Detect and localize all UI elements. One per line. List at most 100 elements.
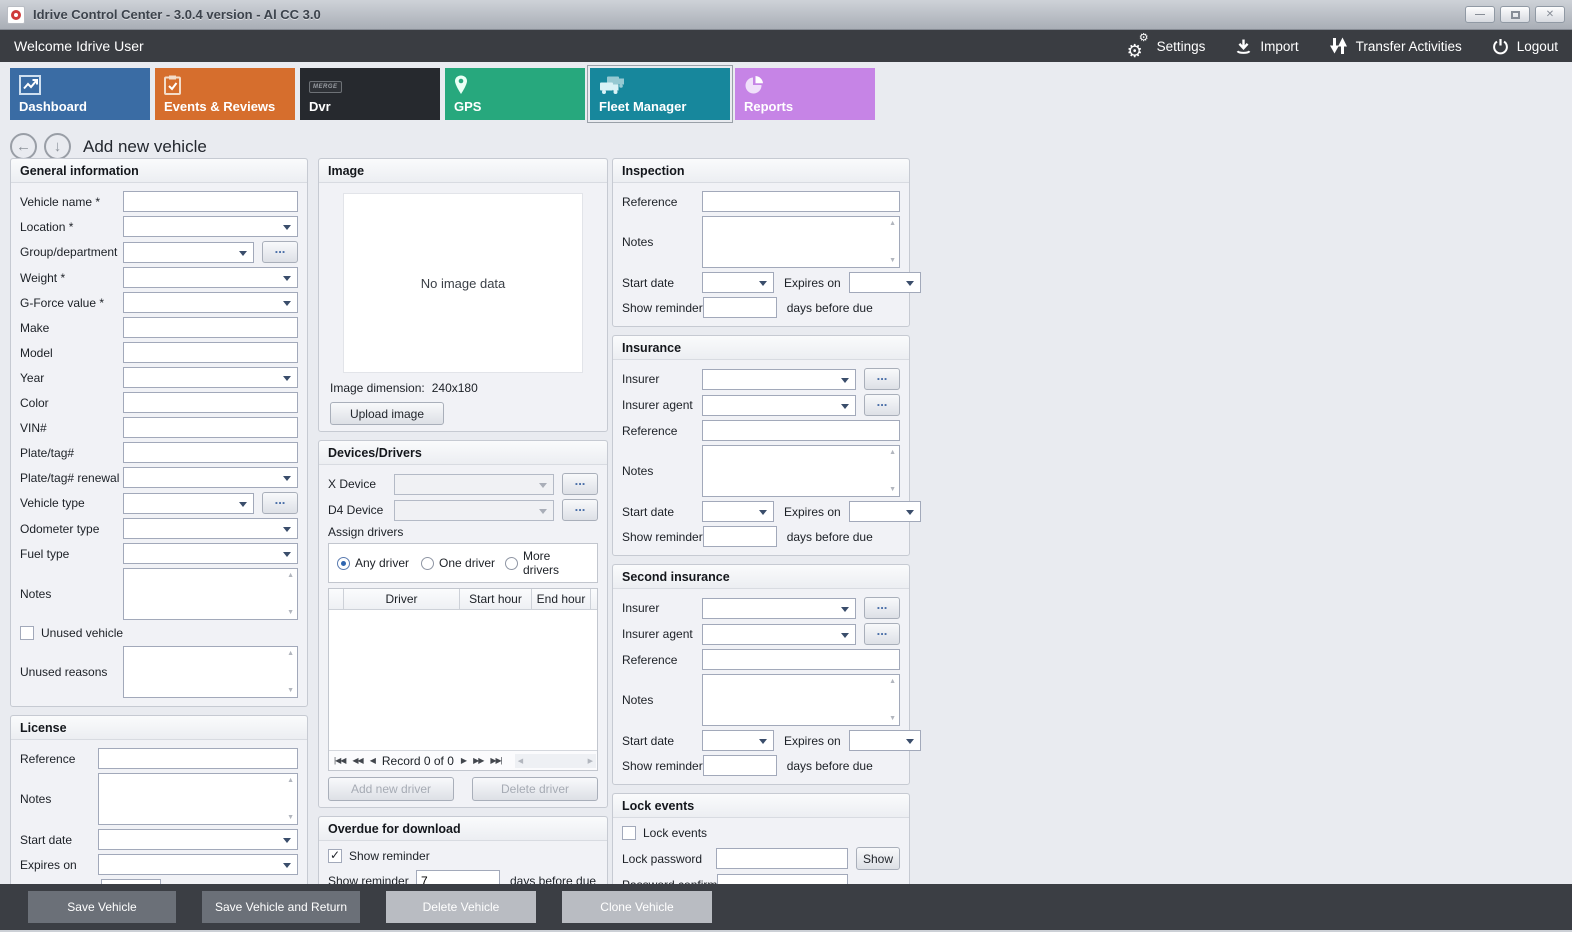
driver-column-header[interactable]: Driver bbox=[344, 589, 460, 609]
scroll-up-icon[interactable]: ▲ bbox=[287, 572, 294, 579]
start-hour-column-header[interactable]: Start hour bbox=[460, 589, 532, 609]
d4-device-browse-button[interactable]: ... bbox=[562, 499, 598, 521]
tab-dvr[interactable]: MERGE Dvr bbox=[300, 68, 440, 120]
prev-page-icon[interactable]: ◀◀ bbox=[352, 756, 363, 765]
delete-vehicle-button[interactable]: Delete Vehicle bbox=[386, 891, 536, 923]
save-vehicle-return-button[interactable]: Save Vehicle and Return bbox=[202, 891, 360, 923]
add-new-driver-button[interactable]: Add new driver bbox=[328, 777, 454, 801]
tab-dashboard[interactable]: Dashboard bbox=[10, 68, 150, 120]
scroll-down-icon[interactable]: ▼ bbox=[287, 687, 294, 694]
inspection-reminder-input[interactable] bbox=[702, 297, 777, 318]
end-hour-column-header[interactable]: End hour bbox=[532, 589, 591, 609]
insurance-reference-input[interactable] bbox=[702, 420, 900, 441]
overdue-show-reminder-checkbox[interactable]: ✓ bbox=[328, 848, 342, 863]
scroll-left-icon[interactable]: ◀ bbox=[517, 757, 524, 765]
import-button[interactable]: Import bbox=[1235, 38, 1299, 55]
group-department-browse-button[interactable]: ... bbox=[262, 241, 298, 263]
insurance-notes-textarea[interactable]: ▲ ▼ bbox=[702, 445, 900, 497]
inspection-notes-textarea[interactable]: ▲ ▼ bbox=[702, 216, 900, 268]
second-insurance-notes-textarea[interactable]: ▲ ▼ bbox=[702, 674, 900, 726]
scroll-down-icon[interactable]: ▼ bbox=[889, 486, 896, 493]
model-input[interactable] bbox=[123, 342, 298, 363]
lock-password-input[interactable] bbox=[716, 848, 848, 869]
radio-more-drivers[interactable]: More drivers bbox=[505, 549, 589, 577]
group-department-dropdown[interactable] bbox=[123, 241, 254, 263]
next-record-icon[interactable]: ▶ bbox=[460, 756, 467, 765]
insurer-dropdown[interactable] bbox=[702, 368, 856, 390]
save-vehicle-button[interactable]: Save Vehicle bbox=[28, 891, 176, 923]
insurer-agent-dropdown[interactable] bbox=[702, 394, 856, 416]
weight-dropdown[interactable] bbox=[123, 267, 298, 288]
insurance-reminder-input[interactable] bbox=[702, 526, 777, 547]
insurance-start-date-dropdown[interactable] bbox=[702, 501, 774, 522]
inspection-expires-dropdown[interactable] bbox=[848, 272, 921, 293]
unused-reasons-textarea[interactable]: ▲ ▼ bbox=[123, 646, 298, 698]
scroll-up-icon[interactable]: ▲ bbox=[889, 449, 896, 456]
next-page-icon[interactable]: ▶▶ bbox=[473, 756, 484, 765]
second-insurance-start-date-dropdown[interactable] bbox=[702, 730, 774, 751]
scroll-down-icon[interactable]: ▼ bbox=[889, 257, 896, 264]
lock-events-checkbox[interactable] bbox=[622, 826, 636, 840]
location-dropdown[interactable] bbox=[123, 216, 298, 237]
radio-any-driver[interactable]: Any driver bbox=[337, 556, 421, 570]
scroll-up-icon[interactable]: ▲ bbox=[889, 678, 896, 685]
last-record-icon[interactable]: ▶▶| bbox=[490, 756, 502, 765]
vehicle-type-browse-button[interactable]: ... bbox=[262, 492, 298, 514]
notes-textarea[interactable]: ▲ ▼ bbox=[123, 568, 298, 620]
second-insurer-browse-button[interactable]: ... bbox=[864, 597, 900, 619]
scroll-down-icon[interactable]: ▼ bbox=[287, 814, 294, 821]
scroll-up-icon[interactable]: ▲ bbox=[287, 650, 294, 657]
gforce-dropdown[interactable] bbox=[123, 292, 298, 313]
make-input[interactable] bbox=[123, 317, 298, 338]
unused-vehicle-checkbox[interactable] bbox=[20, 626, 34, 640]
clone-vehicle-button[interactable]: Clone Vehicle bbox=[562, 891, 712, 923]
tab-reports[interactable]: Reports bbox=[735, 68, 875, 120]
odometer-type-dropdown[interactable] bbox=[123, 518, 298, 539]
second-insurer-agent-browse-button[interactable]: ... bbox=[864, 623, 900, 645]
prev-record-icon[interactable]: ◀ bbox=[369, 756, 376, 765]
plate-renewal-dropdown[interactable] bbox=[123, 467, 298, 488]
maximize-button[interactable] bbox=[1500, 6, 1530, 23]
radio-one-driver[interactable]: One driver bbox=[421, 556, 505, 570]
x-device-browse-button[interactable]: ... bbox=[562, 473, 598, 495]
minimize-button[interactable]: — bbox=[1465, 6, 1495, 23]
upload-image-button[interactable]: Upload image bbox=[330, 402, 444, 425]
settings-button[interactable]: ⚙ ⚙ Settings bbox=[1127, 33, 1206, 61]
d4-device-dropdown[interactable] bbox=[394, 499, 554, 521]
scroll-up-icon[interactable]: ▲ bbox=[287, 777, 294, 784]
show-password-button[interactable]: Show bbox=[856, 847, 900, 870]
insurer-agent-browse-button[interactable]: ... bbox=[864, 394, 900, 416]
color-input[interactable] bbox=[123, 392, 298, 413]
fuel-type-dropdown[interactable] bbox=[123, 543, 298, 564]
second-insurance-reference-input[interactable] bbox=[702, 649, 900, 670]
horizontal-scrollbar[interactable]: ◀ ▶ bbox=[514, 753, 596, 768]
license-start-date-dropdown[interactable] bbox=[98, 829, 298, 850]
insurance-expires-dropdown[interactable] bbox=[848, 501, 921, 522]
second-insurer-dropdown[interactable] bbox=[702, 597, 856, 619]
tab-gps[interactable]: GPS bbox=[445, 68, 585, 120]
tab-events-reviews[interactable]: Events & Reviews bbox=[155, 68, 295, 120]
plate-tag-input[interactable] bbox=[123, 442, 298, 463]
scroll-up-icon[interactable]: ▲ bbox=[889, 220, 896, 227]
logout-button[interactable]: Logout bbox=[1492, 38, 1558, 55]
x-device-dropdown[interactable] bbox=[394, 473, 554, 495]
insurer-browse-button[interactable]: ... bbox=[864, 368, 900, 390]
second-insurance-expires-dropdown[interactable] bbox=[848, 730, 921, 751]
down-button[interactable]: ↓ bbox=[44, 133, 71, 160]
vehicle-name-input[interactable] bbox=[123, 191, 298, 212]
back-button[interactable]: ← bbox=[10, 133, 37, 160]
delete-driver-button[interactable]: Delete driver bbox=[472, 777, 598, 801]
license-expires-dropdown[interactable] bbox=[98, 854, 298, 875]
year-dropdown[interactable] bbox=[123, 367, 298, 388]
license-reference-input[interactable] bbox=[98, 748, 298, 769]
inspection-start-date-dropdown[interactable] bbox=[702, 272, 774, 293]
tab-fleet-manager[interactable]: Fleet Manager bbox=[590, 68, 730, 120]
scroll-down-icon[interactable]: ▼ bbox=[889, 715, 896, 722]
transfer-activities-button[interactable]: Transfer Activities bbox=[1329, 37, 1462, 55]
license-notes-textarea[interactable]: ▲ ▼ bbox=[98, 773, 298, 825]
scroll-right-icon[interactable]: ▶ bbox=[587, 757, 593, 765]
inspection-reference-input[interactable] bbox=[702, 191, 900, 212]
second-insurer-agent-dropdown[interactable] bbox=[702, 623, 856, 645]
vin-input[interactable] bbox=[123, 417, 298, 438]
first-record-icon[interactable]: |◀◀ bbox=[334, 756, 346, 765]
